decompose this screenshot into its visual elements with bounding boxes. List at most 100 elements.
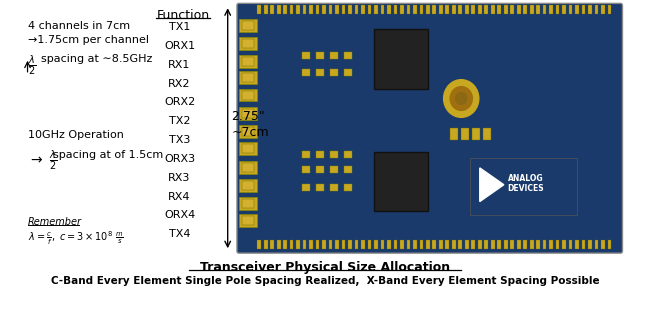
Bar <box>393 240 397 249</box>
Circle shape <box>456 93 467 104</box>
Bar <box>484 240 488 249</box>
Bar <box>569 240 573 249</box>
Bar <box>530 240 534 249</box>
Bar <box>439 5 443 14</box>
Bar <box>361 240 365 249</box>
Bar <box>296 5 300 14</box>
Bar <box>504 240 508 249</box>
Bar <box>242 127 254 136</box>
Bar <box>242 181 254 190</box>
Bar <box>439 240 443 249</box>
Bar <box>406 240 410 249</box>
Bar <box>452 5 456 14</box>
Bar <box>242 91 254 100</box>
Bar <box>316 69 324 76</box>
Bar <box>309 5 313 14</box>
Bar <box>450 128 458 140</box>
Bar <box>374 240 378 249</box>
Bar <box>302 166 310 173</box>
Bar <box>316 5 319 14</box>
Bar <box>595 240 599 249</box>
Bar <box>290 5 294 14</box>
Bar <box>575 5 579 14</box>
Bar <box>270 240 274 249</box>
Text: ~7cm: ~7cm <box>231 126 269 139</box>
Bar <box>283 240 287 249</box>
Bar <box>601 240 605 249</box>
Bar <box>413 240 417 249</box>
Bar <box>413 5 417 14</box>
Bar <box>239 125 257 138</box>
Text: TX2: TX2 <box>169 116 190 126</box>
Text: RX3: RX3 <box>168 173 190 183</box>
Bar <box>510 240 514 249</box>
Bar <box>426 5 430 14</box>
Bar <box>393 5 397 14</box>
Bar <box>239 179 257 192</box>
Bar <box>242 199 254 207</box>
Bar <box>242 73 254 82</box>
Bar <box>322 240 326 249</box>
Bar <box>242 57 254 66</box>
Bar <box>368 5 371 14</box>
Bar <box>368 240 371 249</box>
Bar <box>556 5 560 14</box>
Bar <box>296 240 300 249</box>
Bar <box>316 166 324 173</box>
Bar <box>303 240 306 249</box>
Text: spacing at of 1.5cm: spacing at of 1.5cm <box>53 150 164 160</box>
Bar <box>491 5 495 14</box>
Bar <box>400 240 404 249</box>
Bar <box>530 5 534 14</box>
Bar <box>257 240 261 249</box>
Bar <box>445 5 449 14</box>
Bar <box>257 5 261 14</box>
Bar <box>239 89 257 101</box>
Bar <box>381 240 384 249</box>
Text: RX1: RX1 <box>168 60 190 70</box>
Bar <box>497 5 501 14</box>
Text: →1.75cm per channel: →1.75cm per channel <box>27 35 149 45</box>
Bar <box>316 52 324 59</box>
Bar <box>471 240 475 249</box>
Bar <box>452 240 456 249</box>
Bar <box>283 5 287 14</box>
Bar <box>582 5 586 14</box>
Text: $\lambda = \frac{c}{f},\ c = 3\times10^{8}\ \frac{m}{s}$: $\lambda = \frac{c}{f},\ c = 3\times10^{… <box>27 229 123 247</box>
Bar <box>478 5 482 14</box>
Bar <box>523 240 527 249</box>
Bar <box>239 142 257 155</box>
Bar <box>330 166 338 173</box>
Bar <box>330 184 338 191</box>
Bar <box>471 5 475 14</box>
Bar <box>316 184 324 191</box>
Bar <box>491 240 495 249</box>
Bar <box>239 161 257 174</box>
Bar <box>473 128 480 140</box>
Bar <box>465 5 469 14</box>
Text: spacing at ∼8.5GHz: spacing at ∼8.5GHz <box>40 54 152 64</box>
Bar <box>342 5 345 14</box>
Bar <box>335 5 339 14</box>
Bar <box>361 5 365 14</box>
Bar <box>242 216 254 225</box>
Bar <box>344 166 352 173</box>
Bar <box>277 240 281 249</box>
Bar <box>242 39 254 48</box>
Bar <box>239 197 257 210</box>
Bar <box>549 5 553 14</box>
Bar <box>303 5 306 14</box>
Bar <box>406 5 410 14</box>
Bar <box>562 5 566 14</box>
Bar <box>400 5 404 14</box>
Text: C-Band Every Element Single Pole Spacing Realized,  X-Band Every Element Spacing: C-Band Every Element Single Pole Spacing… <box>51 276 599 286</box>
Bar <box>302 52 310 59</box>
Bar <box>264 240 268 249</box>
Bar <box>344 52 352 59</box>
Bar <box>595 5 599 14</box>
Bar <box>517 5 521 14</box>
Bar <box>348 240 352 249</box>
Bar <box>242 21 254 30</box>
Bar <box>355 240 358 249</box>
Bar <box>239 215 257 227</box>
